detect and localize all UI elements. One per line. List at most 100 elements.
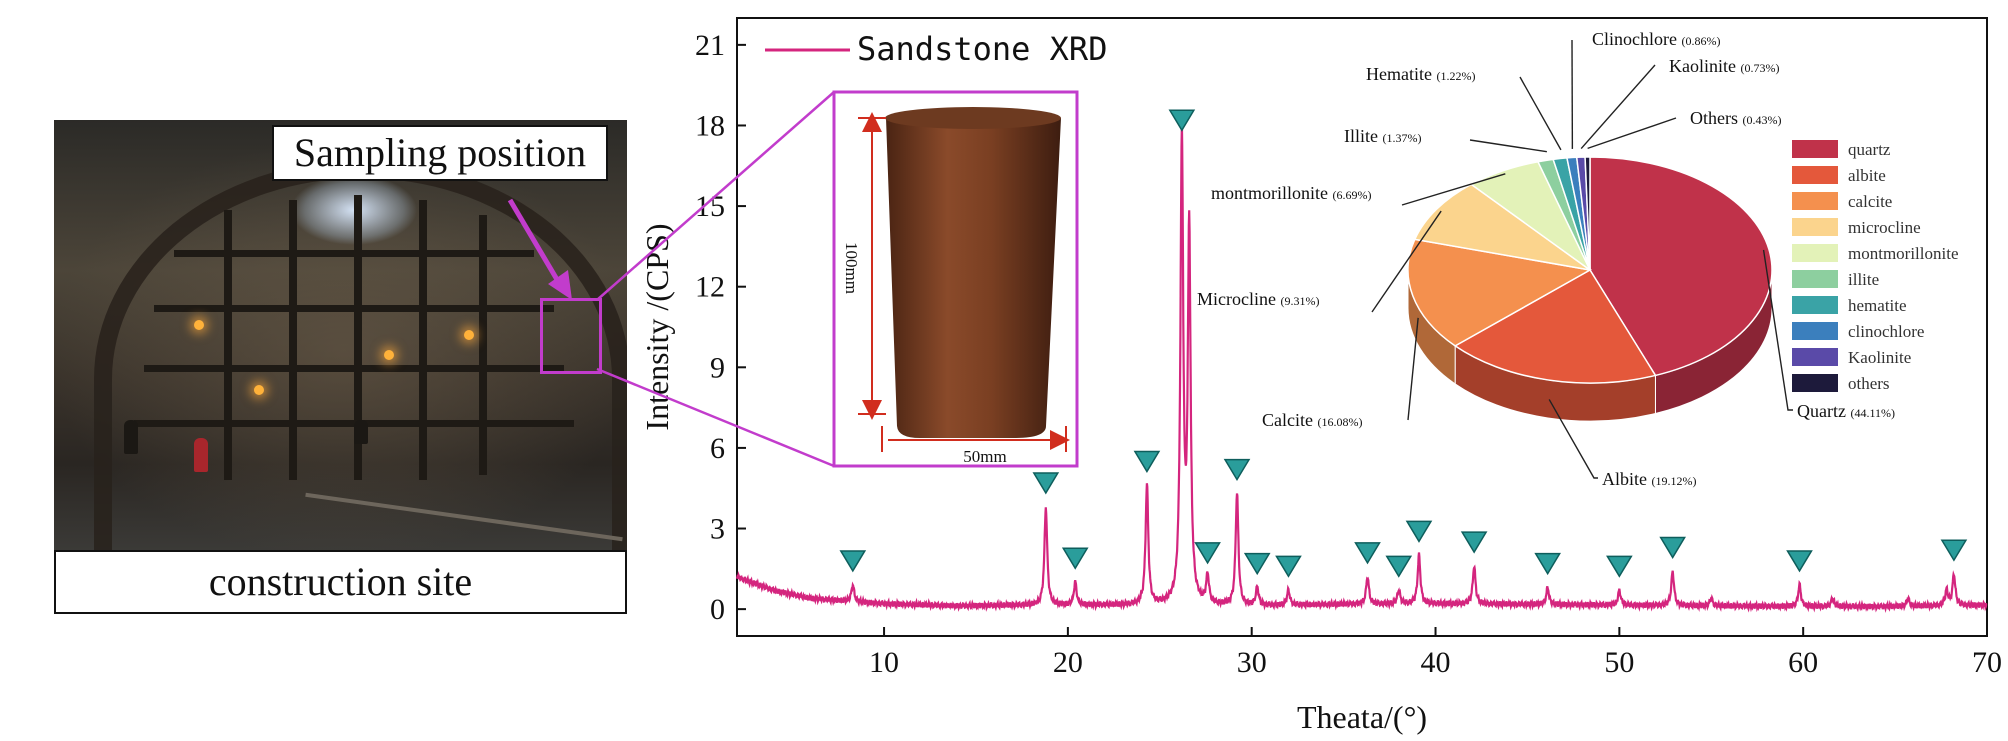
sample-inset: 100mm 50mm [832, 90, 1079, 468]
peak-marker [1168, 109, 1196, 132]
peak-marker [1032, 472, 1060, 495]
pie-callout-name: Clinochlore [1592, 29, 1681, 49]
y-tick-label: 18 [695, 109, 725, 142]
pie-callouts: Quartz (44.11%) Albite (19.12%) Calcite (1… [1197, 29, 1895, 489]
peak-marker [1061, 547, 1089, 570]
pie-legend-swatch [1792, 140, 1838, 158]
pie-legend-swatch [1792, 348, 1838, 366]
pie-legend-label: Kaolinite [1848, 348, 1911, 367]
scaffold-post [419, 200, 427, 480]
pie-legend-swatch [1792, 166, 1838, 184]
plot-frame [736, 17, 1988, 637]
pie-callout-pct: (6.69%) [1333, 188, 1372, 202]
x-tick-label: 40 [1421, 646, 1451, 679]
pie-legend-label: calcite [1848, 192, 1892, 211]
peak-marker [1354, 542, 1381, 565]
pie-legend-label: hematite [1848, 296, 1907, 315]
sampling-position-label: Sampling position [272, 125, 608, 181]
pie-callout-label: Kaolinite (0.73%) [1669, 56, 1779, 76]
peak-marker [1786, 550, 1813, 573]
scaffold-deck [174, 250, 534, 257]
pie-slice [1589, 156, 1773, 377]
work-light [194, 320, 204, 330]
callout-leader [1587, 117, 1677, 150]
pie-callout-label: Calcite (16.08%) [1262, 410, 1362, 430]
sample-top-face [885, 107, 1061, 129]
pie-callout-name: Calcite [1262, 410, 1317, 430]
pie-callout-label: Illite (1.37%) [1344, 126, 1422, 146]
peak-marker [1606, 555, 1633, 578]
pie-slice [1413, 183, 1591, 271]
pie-callout-pct: (1.37%) [1383, 131, 1422, 145]
pie-legend-swatch [1792, 374, 1838, 392]
pie-slice [1584, 156, 1591, 271]
scaffold-post [354, 195, 362, 480]
callout-leader [1371, 210, 1442, 313]
scaffold-post [289, 200, 297, 480]
x-tick-label: 50 [1604, 646, 1634, 679]
sandstone-core-sample [886, 118, 1061, 438]
construction-site-caption: construction site [54, 550, 627, 614]
pie-legend-label: microcline [1848, 218, 1921, 237]
pie-legend-swatch [1792, 270, 1838, 288]
pie-callout-label: Albite (19.12%) [1602, 469, 1697, 489]
pie-slice [1453, 268, 1657, 384]
peak-marker [1275, 555, 1302, 578]
peak-marker [1534, 552, 1561, 576]
peak-marker [1659, 536, 1686, 559]
pie-legend-label: others [1848, 374, 1890, 393]
mineral-pie-chart [1407, 156, 1773, 422]
zoom-line [596, 91, 835, 301]
pie-callout-pct: (44.11%) [1850, 406, 1895, 420]
pie-callout-label: Quartz (44.11%) [1797, 401, 1895, 421]
pie-legend-swatch [1792, 218, 1838, 236]
sampling-arrow-head [548, 270, 572, 300]
width-label: 50mm [963, 447, 1006, 466]
pie-legend-label: illite [1848, 270, 1879, 289]
x-axis-title: Theata/(°) [1297, 699, 1427, 735]
peak-marker [1194, 542, 1221, 565]
tunnel-site-photo [54, 120, 627, 550]
scaffold-post [479, 215, 487, 475]
pie-legend-swatch [1792, 322, 1838, 340]
y-tick-label: 3 [710, 513, 725, 546]
x-tick-label: 60 [1788, 646, 1818, 679]
pie-callout-pct: (0.43%) [1743, 113, 1782, 127]
peak-marker [1133, 450, 1161, 473]
scaffold-deck [154, 305, 554, 312]
work-light [254, 385, 264, 395]
pie-callout-label: montmorillonite (6.69%) [1211, 183, 1372, 203]
y-tick-label: 9 [710, 351, 725, 384]
zoom-line [596, 367, 835, 468]
callout-leader [1407, 317, 1419, 421]
peak-marker [1385, 555, 1413, 578]
pie-legend-label: albite [1848, 166, 1886, 185]
scaffold-deck [144, 365, 564, 372]
work-light [384, 350, 394, 360]
pie-callout-pct: (0.86%) [1681, 34, 1720, 48]
work-light [464, 330, 474, 340]
callout-leader [1580, 64, 1656, 149]
pie-callout-name: Kaolinite [1669, 56, 1740, 76]
pie-legend-label: montmorillonite [1848, 244, 1959, 263]
pie-callout-pct: (0.73%) [1740, 61, 1779, 75]
callout-leader [1469, 139, 1547, 153]
y-tick-label: 6 [710, 432, 725, 465]
pie-callout-name: Others [1690, 108, 1743, 128]
pie-callout-name: Quartz [1797, 401, 1850, 421]
pie-legend-swatch [1792, 192, 1838, 210]
height-label: 100mm [842, 242, 861, 294]
pie-callout-name: Illite [1344, 126, 1383, 146]
peak-marker [1405, 520, 1433, 543]
pie-callout-label: Clinochlore (0.86%) [1592, 29, 1720, 49]
pie-legend-swatch [1792, 244, 1838, 262]
peak-marker [1940, 539, 1968, 562]
pie-callout-label: Others (0.43%) [1690, 108, 1782, 128]
callout-leader [1548, 399, 1598, 479]
pie-callout-name: Albite [1602, 469, 1652, 489]
pie-legend: quartz albite calcite microcline montmorillo… [1792, 140, 1959, 393]
callout-leader [1762, 249, 1793, 411]
pie-legend-swatch [1792, 296, 1838, 314]
y-tick-label: 21 [695, 29, 725, 62]
